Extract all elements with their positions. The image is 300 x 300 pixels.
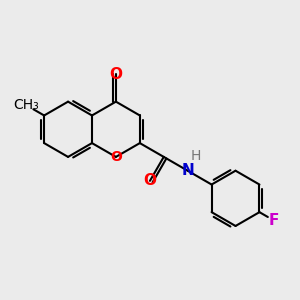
Text: O: O: [110, 67, 122, 82]
Text: O: O: [143, 173, 156, 188]
Text: H: H: [191, 149, 201, 164]
Text: O: O: [110, 150, 122, 164]
Text: F: F: [268, 213, 279, 228]
Text: CH₃: CH₃: [13, 98, 39, 112]
Text: N: N: [181, 163, 194, 178]
